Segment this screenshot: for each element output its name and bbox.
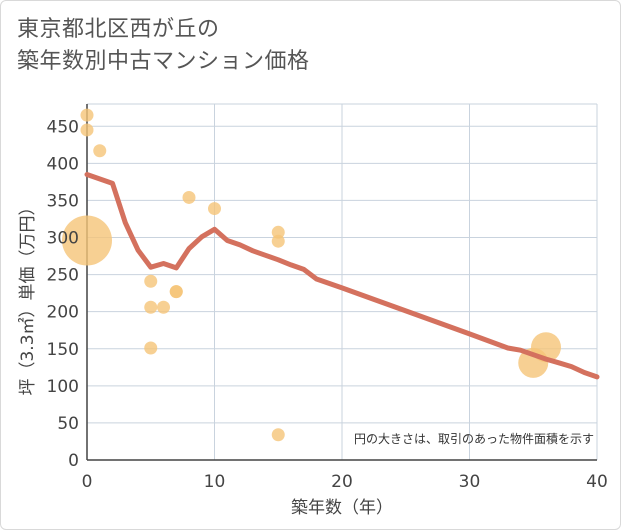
trend-series bbox=[84, 172, 600, 380]
title-line-2: 築年数別中古マンション価格 bbox=[17, 49, 310, 74]
bubble-point bbox=[182, 190, 196, 204]
x-tick-label: 40 bbox=[586, 472, 608, 492]
y-tick-label: 250 bbox=[47, 266, 79, 286]
y-axis-label: 坪（3.3㎡）単価（万円） bbox=[18, 198, 38, 395]
y-tick-label: 150 bbox=[47, 340, 79, 360]
bubble-point bbox=[271, 234, 285, 248]
x-tick-label: 30 bbox=[459, 472, 481, 492]
bubble-point bbox=[271, 428, 285, 442]
x-tick-label: 20 bbox=[331, 472, 353, 492]
bubble-point bbox=[62, 215, 112, 266]
title-line-1: 東京都北区西が丘の bbox=[17, 17, 220, 42]
x-tick-label: 0 bbox=[82, 472, 93, 492]
y-tick-label: 400 bbox=[47, 154, 79, 174]
y-tick-label: 300 bbox=[47, 229, 79, 249]
bubble-point bbox=[80, 108, 94, 122]
bubble-point bbox=[80, 123, 94, 137]
bubble-point bbox=[157, 300, 170, 314]
y-tick-label: 50 bbox=[57, 414, 79, 434]
y-tick-label: 100 bbox=[47, 377, 79, 397]
y-tick-label: 450 bbox=[47, 117, 79, 137]
bubble-point bbox=[144, 341, 158, 355]
bubble-point bbox=[169, 285, 183, 299]
y-tick-label: 200 bbox=[47, 303, 79, 323]
trend-line bbox=[84, 172, 600, 380]
x-tick-label: 10 bbox=[204, 472, 226, 492]
bubble-point bbox=[144, 274, 158, 288]
bubble-point bbox=[271, 225, 285, 239]
bubble-point bbox=[93, 144, 107, 158]
size-note: 円の大きさは、取引のあった物件面積を示す bbox=[354, 431, 594, 446]
chart-title: 東京都北区西が丘の 築年数別中古マンション価格 bbox=[17, 14, 310, 78]
x-axis-label: 築年数（年） bbox=[291, 498, 393, 518]
bubble-point bbox=[144, 300, 158, 314]
axes bbox=[86, 104, 597, 461]
grid-lines bbox=[87, 103, 598, 460]
y-tick-label: 350 bbox=[47, 191, 79, 211]
y-tick-label: 0 bbox=[68, 451, 79, 471]
bubble-point bbox=[208, 202, 221, 216]
